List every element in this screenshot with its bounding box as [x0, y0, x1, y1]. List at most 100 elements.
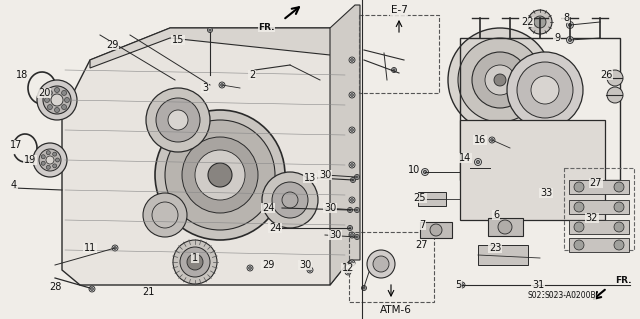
Text: 19: 19	[24, 155, 36, 165]
Circle shape	[143, 193, 187, 237]
Circle shape	[349, 162, 355, 168]
Circle shape	[349, 197, 355, 203]
Circle shape	[574, 222, 584, 232]
Circle shape	[362, 286, 367, 291]
Text: S023-A0200B: S023-A0200B	[527, 292, 579, 300]
Circle shape	[424, 170, 427, 174]
Bar	[569, 180, 629, 194]
Text: 29: 29	[106, 40, 118, 50]
Text: 2: 2	[249, 70, 255, 80]
Text: 17: 17	[10, 140, 22, 150]
Circle shape	[219, 82, 225, 88]
Circle shape	[43, 86, 71, 114]
Text: 32: 32	[586, 213, 598, 223]
Circle shape	[345, 269, 351, 275]
Circle shape	[195, 150, 245, 200]
Text: 29: 29	[262, 260, 274, 270]
Text: 24: 24	[262, 203, 274, 213]
Circle shape	[52, 152, 57, 156]
Circle shape	[112, 245, 118, 251]
Text: 30: 30	[299, 260, 311, 270]
Circle shape	[146, 88, 210, 152]
Circle shape	[351, 129, 353, 131]
Circle shape	[574, 240, 584, 250]
Circle shape	[47, 90, 52, 95]
Bar	[349, 232, 434, 302]
Bar	[420, 222, 452, 238]
Circle shape	[351, 177, 355, 182]
Circle shape	[155, 110, 285, 240]
Circle shape	[507, 52, 583, 128]
Circle shape	[54, 108, 60, 113]
Circle shape	[54, 87, 60, 93]
Circle shape	[614, 182, 624, 192]
Text: E-7: E-7	[390, 5, 408, 15]
Circle shape	[47, 105, 52, 109]
Text: ATM-6: ATM-6	[380, 305, 412, 315]
Polygon shape	[330, 5, 360, 285]
Circle shape	[307, 267, 313, 273]
Circle shape	[308, 269, 311, 271]
Circle shape	[348, 226, 353, 231]
Text: 27: 27	[416, 240, 428, 250]
Circle shape	[356, 209, 358, 211]
Circle shape	[347, 271, 349, 273]
Text: 31: 31	[532, 280, 544, 290]
Bar	[359, 15, 439, 93]
Text: 24: 24	[269, 223, 281, 233]
Text: S023-A0200B: S023-A0200B	[544, 292, 596, 300]
Circle shape	[534, 16, 546, 28]
Circle shape	[247, 265, 253, 271]
Text: 30: 30	[319, 170, 331, 180]
Circle shape	[614, 240, 624, 250]
Circle shape	[46, 165, 51, 169]
Circle shape	[607, 87, 623, 103]
Text: 7: 7	[419, 220, 425, 230]
Text: 5: 5	[455, 280, 461, 290]
Circle shape	[472, 52, 528, 108]
Circle shape	[45, 98, 49, 102]
Circle shape	[52, 164, 57, 168]
Circle shape	[187, 254, 203, 270]
Circle shape	[614, 222, 624, 232]
Bar	[488, 218, 523, 236]
Polygon shape	[62, 28, 350, 285]
Polygon shape	[90, 28, 350, 68]
Circle shape	[351, 262, 353, 264]
Text: 14: 14	[459, 153, 471, 163]
Circle shape	[156, 98, 200, 142]
Circle shape	[33, 143, 67, 177]
Text: 12: 12	[342, 263, 354, 273]
Circle shape	[351, 59, 353, 61]
Text: 30: 30	[329, 230, 341, 240]
Text: 1: 1	[192, 253, 198, 263]
Circle shape	[448, 28, 552, 132]
Circle shape	[489, 137, 495, 143]
Circle shape	[207, 27, 212, 33]
Text: FR.: FR.	[615, 276, 632, 285]
Circle shape	[272, 182, 308, 218]
Text: 18: 18	[16, 70, 28, 80]
Circle shape	[485, 65, 515, 95]
Text: 33: 33	[540, 188, 552, 198]
Bar	[569, 220, 629, 234]
Circle shape	[41, 155, 45, 159]
Circle shape	[61, 105, 67, 109]
Circle shape	[349, 92, 355, 98]
Circle shape	[373, 256, 389, 272]
Circle shape	[349, 57, 355, 63]
Circle shape	[221, 84, 223, 86]
Circle shape	[209, 29, 211, 31]
Text: 23: 23	[489, 243, 501, 253]
Circle shape	[531, 76, 559, 104]
Bar	[569, 200, 629, 214]
Circle shape	[351, 234, 353, 236]
Circle shape	[494, 74, 506, 86]
Circle shape	[51, 94, 63, 106]
Circle shape	[349, 227, 351, 229]
Circle shape	[474, 159, 481, 166]
Circle shape	[349, 260, 355, 266]
Circle shape	[39, 149, 61, 171]
Circle shape	[392, 68, 397, 72]
Circle shape	[568, 23, 572, 26]
